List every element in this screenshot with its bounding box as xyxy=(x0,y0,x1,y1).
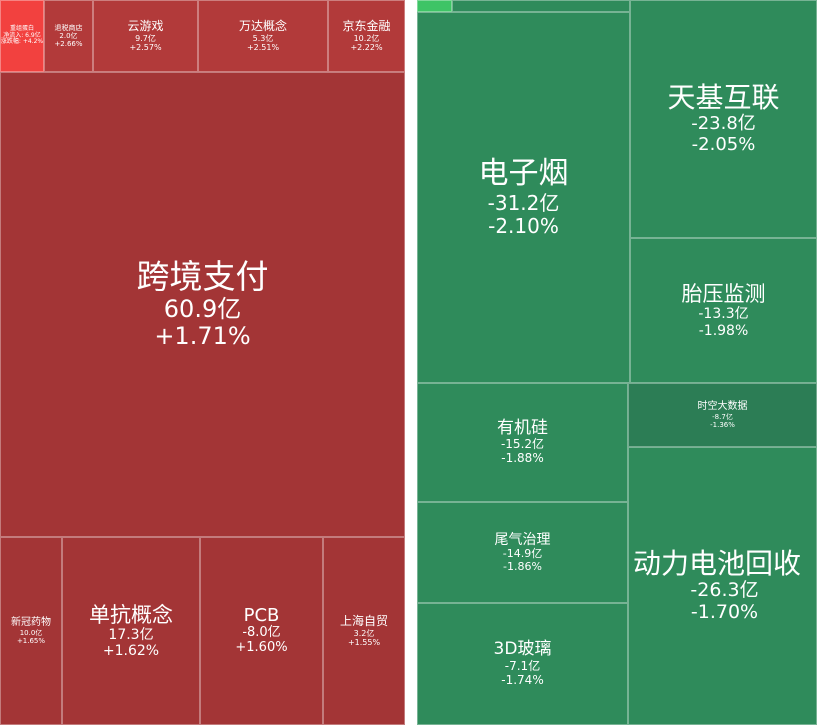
tile-amount: 净流入: 6.9亿 xyxy=(3,31,41,39)
tile-name: 新冠药物 xyxy=(11,617,51,629)
tile-amount: -13.3亿 xyxy=(698,306,749,323)
tile[interactable]: 胎压监测 -13.3亿 -1.98% xyxy=(630,238,817,383)
tile-amount: 3.2亿 xyxy=(353,628,375,638)
tile[interactable]: PCB -8.0亿 +1.60% xyxy=(200,537,323,725)
tile-change: -1.86% xyxy=(503,559,542,573)
tile-change: 涨跌幅: +4.2% xyxy=(0,38,44,46)
tile-name: 跨境支付 xyxy=(136,256,269,296)
tile[interactable] xyxy=(452,0,630,12)
tile[interactable]: 万达概念 5.3亿 +2.51% xyxy=(198,0,328,72)
tile-name: 胎压监测 xyxy=(681,282,766,307)
tile-name: 万达概念 xyxy=(238,18,287,33)
tile-amount: -23.8亿 xyxy=(691,113,756,135)
tile-amount: -8.7亿 xyxy=(712,412,733,421)
tile-change: -1.70% xyxy=(690,601,759,624)
tile-change: +1.71% xyxy=(154,322,251,351)
tile-name: 时空大数据 xyxy=(697,401,748,413)
tile[interactable]: 云游戏 9.7亿 +2.57% xyxy=(93,0,198,72)
tile-change: -1.74% xyxy=(501,672,544,687)
tile[interactable]: 新冠药物 10.0亿 +1.65% xyxy=(0,537,62,725)
tile[interactable] xyxy=(417,0,452,12)
tile[interactable]: 天基互联 -23.8亿 -2.05% xyxy=(630,0,817,238)
tile-name: 电子烟 xyxy=(478,156,569,192)
tile-name: 京东金融 xyxy=(342,18,391,33)
tile-amount: -14.9亿 xyxy=(502,546,543,560)
tile-change: -2.10% xyxy=(488,213,559,238)
tile-change: -1.36% xyxy=(710,420,735,429)
tile[interactable]: 退税商店 2.0亿 +2.66% xyxy=(44,0,93,72)
tile[interactable]: 上海自贸 3.2亿 +1.55% xyxy=(323,537,405,725)
tile-name: PCB xyxy=(243,604,280,626)
tile-amount: 60.9亿 xyxy=(163,294,242,323)
tile-name: 尾气治理 xyxy=(494,531,551,548)
tile[interactable]: 3D玻璃 -7.1亿 -1.74% xyxy=(417,603,628,725)
tile-name: 云游戏 xyxy=(127,18,164,33)
tile[interactable]: 重组蛋白 净流入: 6.9亿 涨跌幅: +4.2% xyxy=(0,0,44,72)
tile-name: 退税商店 xyxy=(54,23,83,32)
tile-amount: 10.2亿 xyxy=(353,33,380,43)
tile-amount: 9.7亿 xyxy=(135,33,156,43)
tile-change: -1.98% xyxy=(698,322,749,339)
tile[interactable]: 跨境支付 60.9亿 +1.71% xyxy=(0,72,405,537)
tile-name: 上海自贸 xyxy=(339,613,388,628)
tile[interactable]: 时空大数据 -8.7亿 -1.36% xyxy=(628,383,817,447)
tile-name: 3D玻璃 xyxy=(493,639,552,660)
tile-name: 有机硅 xyxy=(497,417,548,438)
tile[interactable]: 尾气治理 -14.9亿 -1.86% xyxy=(417,502,628,603)
tile-amount: -7.1亿 xyxy=(504,658,541,673)
tile-change: +1.55% xyxy=(347,637,381,647)
tile[interactable]: 单抗概念 17.3亿 +1.62% xyxy=(62,537,200,725)
tile-name: 单抗概念 xyxy=(89,602,173,627)
tile-change: +1.60% xyxy=(235,640,288,656)
tile-change: -1.88% xyxy=(501,451,544,466)
tile-change: +2.66% xyxy=(54,40,83,49)
tile-change: +1.65% xyxy=(16,636,46,645)
tile-amount: 5.3亿 xyxy=(252,33,274,43)
tile[interactable]: 有机硅 -15.2亿 -1.88% xyxy=(417,383,628,502)
tile[interactable]: 京东金融 10.2亿 +2.22% xyxy=(328,0,405,72)
tile-change: +2.57% xyxy=(129,42,162,52)
tile-change: -2.05% xyxy=(691,134,756,156)
tile-amount: 10.0亿 xyxy=(19,628,43,637)
tile-name: 动力电池回收 xyxy=(633,547,802,581)
tile-change: +2.51% xyxy=(246,42,280,52)
tile-amount: -31.2亿 xyxy=(487,190,560,215)
tile-amount: 17.3亿 xyxy=(108,626,154,643)
tile[interactable]: 电子烟 -31.2亿 -2.10% xyxy=(417,12,630,383)
tile-amount: -8.0亿 xyxy=(242,625,281,641)
tile-amount: -15.2亿 xyxy=(500,437,545,452)
tile-name: 天基互联 xyxy=(667,81,780,115)
tile-change: +2.22% xyxy=(350,42,383,52)
tile-amount: -26.3亿 xyxy=(690,579,759,602)
tile-change: +1.62% xyxy=(102,643,160,660)
tile[interactable]: 动力电池回收 -26.3亿 -1.70% xyxy=(628,447,817,725)
tile-name: 重组蛋白 xyxy=(9,24,34,32)
tile-amount: 2.0亿 xyxy=(59,31,78,40)
